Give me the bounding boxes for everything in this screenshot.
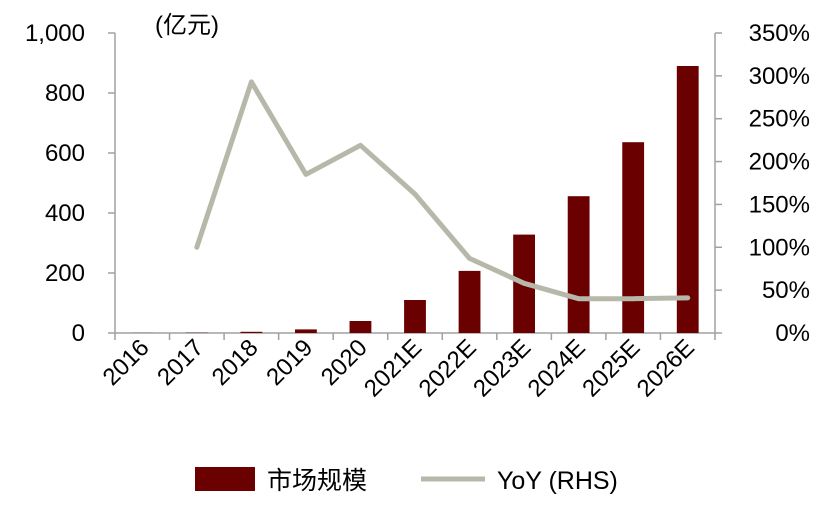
x-tick-label: 2023E <box>468 334 536 402</box>
right-tick-label: 200% <box>749 149 810 176</box>
x-tick-label: 2018 <box>207 334 264 391</box>
bar <box>404 300 426 333</box>
legend-swatch-bar <box>195 467 255 491</box>
left-tick-label: 200 <box>45 260 85 287</box>
bar <box>459 271 481 333</box>
x-tick-label: 2024E <box>523 334 591 402</box>
line-series <box>197 82 688 299</box>
right-tick-label: 100% <box>749 234 810 261</box>
x-tick-label: 2021E <box>359 334 427 402</box>
legend-label-bar: 市场规模 <box>267 467 367 495</box>
yoy-line <box>197 82 688 299</box>
left-axis-unit-label: (亿元) <box>155 12 219 39</box>
left-tick-label: 400 <box>45 200 85 227</box>
legend: 市场规模 YoY (RHS) <box>195 467 618 495</box>
bar <box>350 321 372 333</box>
right-tick-label: 0% <box>775 320 810 347</box>
right-tick-label: 350% <box>749 20 810 47</box>
left-tick-label: 800 <box>45 80 85 107</box>
x-axis-ticks: 201620172018201920202021E2022E2023E2024E… <box>98 333 715 402</box>
right-tick-label: 250% <box>749 106 810 133</box>
right-tick-label: 300% <box>749 63 810 90</box>
x-tick-label: 2017 <box>152 334 209 391</box>
legend-label-line: YoY (RHS) <box>497 467 618 495</box>
bar <box>568 196 590 333</box>
bar <box>622 142 644 333</box>
x-tick-label: 2022E <box>414 334 482 402</box>
left-tick-label: 0 <box>72 320 85 347</box>
right-tick-label: 150% <box>749 191 810 218</box>
x-tick-label: 2016 <box>98 334 155 391</box>
left-axis-ticks: 0 200 400 600 800 1,000 <box>25 20 115 347</box>
bar <box>295 329 317 333</box>
x-tick-label: 2019 <box>261 334 318 391</box>
x-tick-label: 2025E <box>577 334 645 402</box>
bar <box>240 332 262 333</box>
right-axis-ticks: 0% 50% 100% 150% 200% 250% 300% 350% <box>715 20 810 347</box>
x-tick-label: 2026E <box>632 334 700 402</box>
left-tick-label: 1,000 <box>25 20 85 47</box>
bar <box>677 66 699 333</box>
left-tick-label: 600 <box>45 140 85 167</box>
right-tick-label: 50% <box>762 277 810 304</box>
bar-series <box>131 66 698 333</box>
